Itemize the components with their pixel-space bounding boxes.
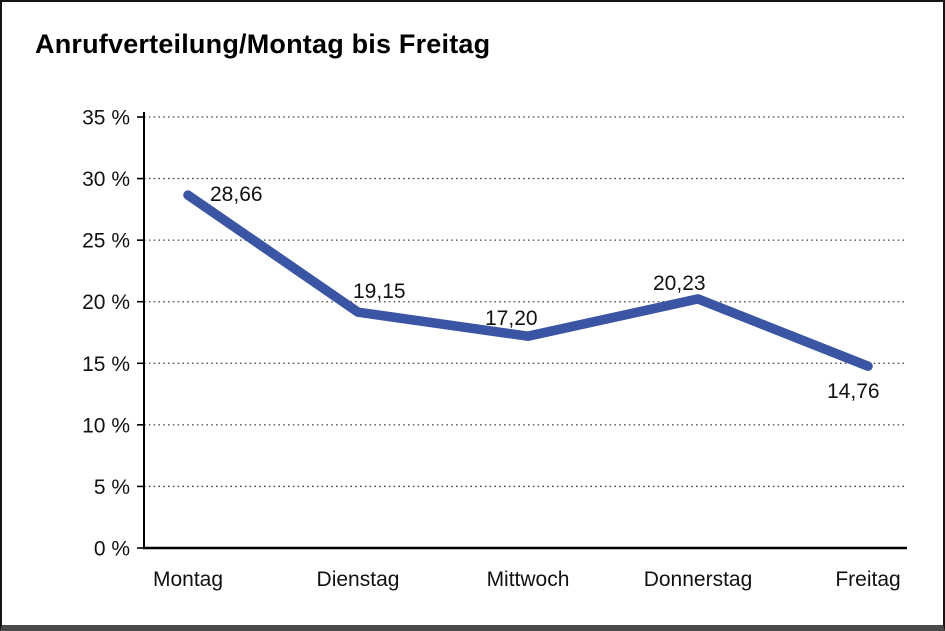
x-category-label: Mittwoch [487,568,570,591]
data-series-line [183,190,873,371]
data-point-label: 14,76 [827,380,880,403]
y-tick-label: 35 % [82,107,130,130]
y-tick-label: 20 % [82,291,130,314]
y-tick-label: 0 % [94,538,130,561]
x-category-label: Dienstag [317,568,400,591]
data-point-label: 17,20 [485,307,538,330]
x-category-label: Freitag [835,568,900,591]
x-category-label: Montag [153,568,223,591]
data-point-label: 28,66 [210,183,263,206]
y-tick-label: 15 % [82,353,130,376]
x-category-label: Donnerstag [644,568,753,591]
y-tick-label: 10 % [82,414,130,437]
y-tick-label: 30 % [82,168,130,191]
y-tick-label: 25 % [82,230,130,253]
data-point-label: 20,23 [653,272,706,295]
data-point-label: 19,15 [353,280,406,303]
chart-title: Anrufverteilung/Montag bis Freitag [35,29,491,59]
y-tick-label: 5 % [94,476,130,499]
